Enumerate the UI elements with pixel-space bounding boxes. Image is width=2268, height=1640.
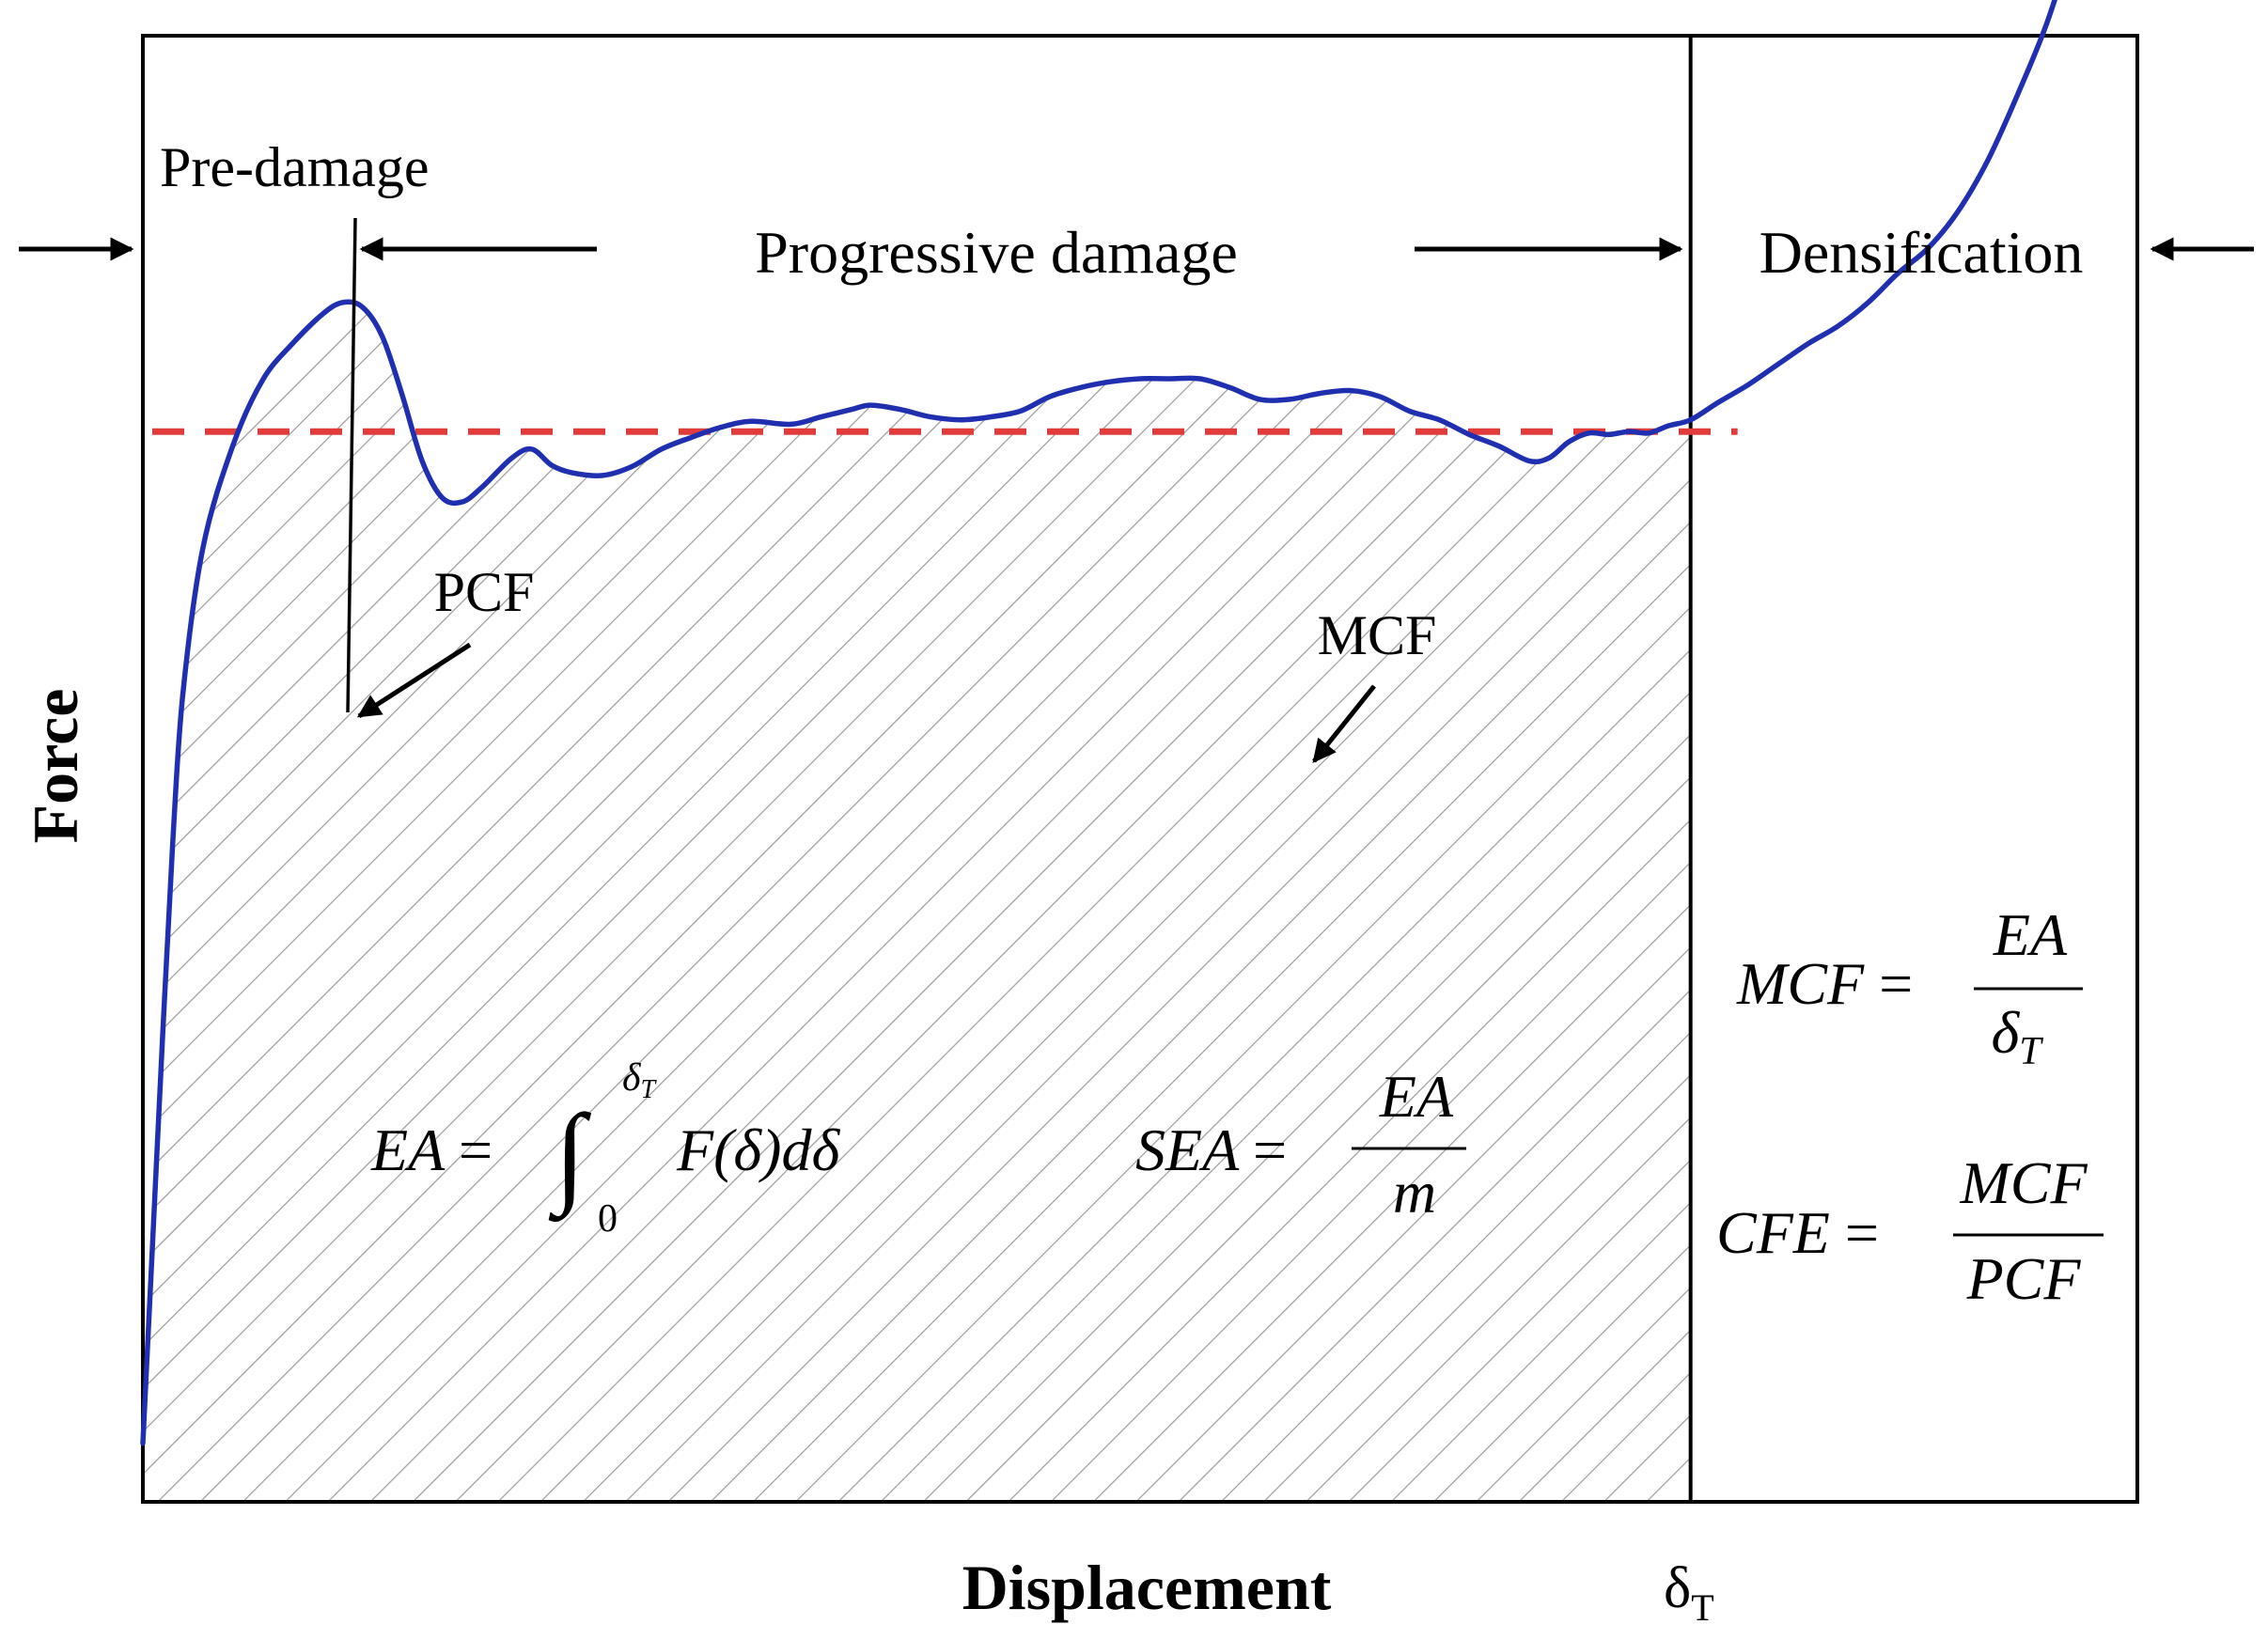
equation-mcf-lhs: MCF =: [1736, 950, 1913, 1017]
equation-ea-upper-limit: δT: [622, 1056, 658, 1104]
equation-ea: EA = ∫ δT 0 F(δ)dδ: [370, 1056, 840, 1241]
equation-mcf: MCF = EA δT: [1736, 901, 2083, 1073]
pcf-annotation-label: PCF: [434, 561, 535, 623]
equation-ea-lower-limit: 0: [598, 1197, 618, 1241]
equation-sea: SEA = EA m: [1135, 1063, 1466, 1226]
mcf-annotation-label: MCF: [1318, 604, 1437, 666]
region-label-densification: Densification: [1760, 219, 2084, 286]
x-tick-delta-t: δT: [1664, 1556, 1714, 1629]
y-axis-label: Force: [20, 689, 91, 844]
equation-mcf-numerator: EA: [1993, 901, 2068, 968]
region-label-progressive-damage: Progressive damage: [755, 219, 1238, 286]
equation-sea-denominator: m: [1393, 1159, 1436, 1226]
equation-sea-lhs: SEA =: [1135, 1117, 1287, 1183]
equation-sea-numerator: EA: [1379, 1063, 1454, 1130]
equation-mcf-denominator: δT: [1991, 999, 2043, 1073]
energy-absorption-area: [143, 302, 1691, 1502]
pre-damage-vertical-line: [346, 217, 357, 713]
equation-ea-integrand: F(δ)dδ: [676, 1117, 840, 1183]
pcf-annotation-arrow: [356, 642, 472, 719]
x-axis-label: Displacement: [962, 1552, 1332, 1623]
plot-frame: [141, 34, 2139, 1504]
equation-cfe-denominator: PCF: [1966, 1245, 2082, 1312]
equation-cfe-lhs: CFE =: [1716, 1199, 1879, 1266]
force-displacement-curve: [140, 0, 2057, 1446]
region-label-pre-damage: Pre-damage: [160, 136, 430, 198]
equation-ea-integral-sign: ∫: [548, 1091, 592, 1223]
equation-cfe-numerator: MCF: [1959, 1149, 2088, 1216]
mcf-annotation-arrow: [1312, 684, 1376, 763]
equation-ea-lhs: EA =: [370, 1117, 493, 1183]
equation-cfe: CFE = MCF PCF: [1716, 1149, 2104, 1312]
